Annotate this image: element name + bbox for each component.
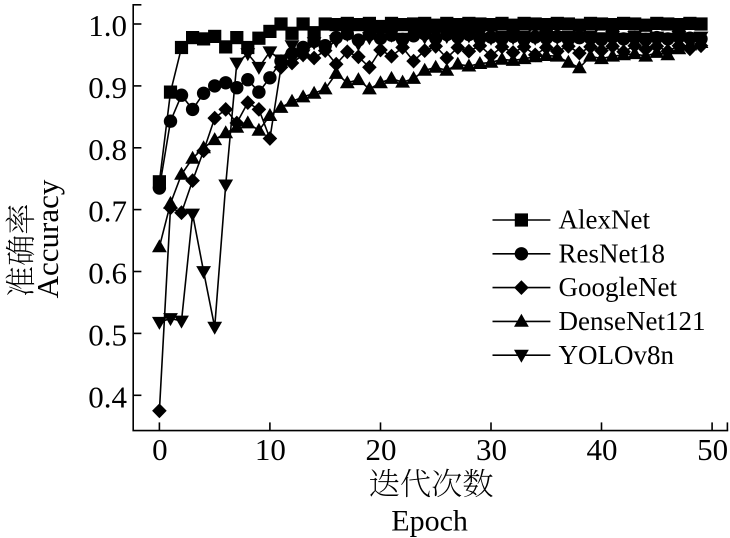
- svg-text:0.7: 0.7: [88, 194, 127, 229]
- svg-text:20: 20: [366, 432, 397, 467]
- svg-text:50: 50: [697, 432, 728, 467]
- svg-text:AlexNet: AlexNet: [559, 205, 651, 235]
- svg-text:YOLOv8n: YOLOv8n: [559, 340, 675, 370]
- svg-text:10: 10: [255, 432, 286, 467]
- svg-text:0.6: 0.6: [88, 256, 127, 291]
- svg-text:0.9: 0.9: [88, 70, 127, 105]
- svg-text:DenseNet121: DenseNet121: [559, 306, 706, 336]
- svg-text:Epoch: Epoch: [391, 505, 468, 538]
- svg-text:40: 40: [587, 432, 618, 467]
- svg-text:1.0: 1.0: [88, 8, 127, 43]
- svg-text:GoogleNet: GoogleNet: [559, 272, 678, 302]
- svg-text:0: 0: [152, 432, 168, 467]
- svg-text:0.8: 0.8: [88, 132, 127, 167]
- svg-text:0.5: 0.5: [88, 317, 127, 352]
- svg-text:Accuracy: Accuracy: [30, 179, 65, 298]
- svg-text:ResNet18: ResNet18: [559, 238, 665, 268]
- svg-text:0.4: 0.4: [88, 379, 127, 414]
- svg-text:30: 30: [476, 432, 507, 467]
